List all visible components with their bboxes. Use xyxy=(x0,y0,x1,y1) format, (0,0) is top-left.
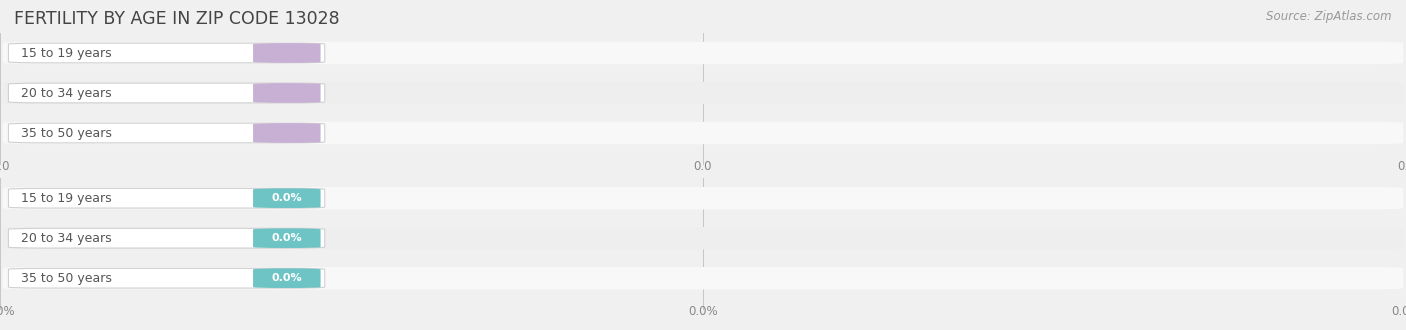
FancyBboxPatch shape xyxy=(253,83,321,103)
Text: 15 to 19 years: 15 to 19 years xyxy=(21,192,111,205)
FancyBboxPatch shape xyxy=(8,228,325,248)
Text: 0.0%: 0.0% xyxy=(0,305,15,318)
Text: Source: ZipAtlas.com: Source: ZipAtlas.com xyxy=(1267,10,1392,23)
FancyBboxPatch shape xyxy=(8,268,325,288)
FancyBboxPatch shape xyxy=(253,188,321,208)
FancyBboxPatch shape xyxy=(3,122,1403,144)
Text: 20 to 34 years: 20 to 34 years xyxy=(21,232,111,245)
Text: 0.0: 0.0 xyxy=(277,128,297,138)
FancyBboxPatch shape xyxy=(8,83,325,103)
FancyBboxPatch shape xyxy=(8,123,325,143)
FancyBboxPatch shape xyxy=(8,188,325,208)
Text: 0.0: 0.0 xyxy=(277,48,297,58)
Text: 0.0: 0.0 xyxy=(693,160,713,173)
FancyBboxPatch shape xyxy=(253,228,321,248)
Text: 0.0: 0.0 xyxy=(0,160,10,173)
FancyBboxPatch shape xyxy=(8,43,325,63)
FancyBboxPatch shape xyxy=(253,43,321,63)
Text: 0.0%: 0.0% xyxy=(1391,305,1406,318)
Text: 0.0%: 0.0% xyxy=(688,305,718,318)
FancyBboxPatch shape xyxy=(253,123,321,143)
Text: 0.0: 0.0 xyxy=(277,88,297,98)
Text: 0.0%: 0.0% xyxy=(271,273,302,283)
Text: 15 to 19 years: 15 to 19 years xyxy=(21,47,111,59)
FancyBboxPatch shape xyxy=(3,227,1403,249)
Text: 35 to 50 years: 35 to 50 years xyxy=(21,126,112,140)
Text: 20 to 34 years: 20 to 34 years xyxy=(21,86,111,100)
FancyBboxPatch shape xyxy=(3,267,1403,289)
FancyBboxPatch shape xyxy=(3,82,1403,104)
FancyBboxPatch shape xyxy=(253,268,321,288)
FancyBboxPatch shape xyxy=(3,187,1403,210)
Text: 0.0: 0.0 xyxy=(1396,160,1406,173)
Text: FERTILITY BY AGE IN ZIP CODE 13028: FERTILITY BY AGE IN ZIP CODE 13028 xyxy=(14,10,340,28)
FancyBboxPatch shape xyxy=(3,42,1403,64)
Text: 0.0%: 0.0% xyxy=(271,233,302,243)
Text: 0.0%: 0.0% xyxy=(271,193,302,203)
Text: 35 to 50 years: 35 to 50 years xyxy=(21,272,112,285)
